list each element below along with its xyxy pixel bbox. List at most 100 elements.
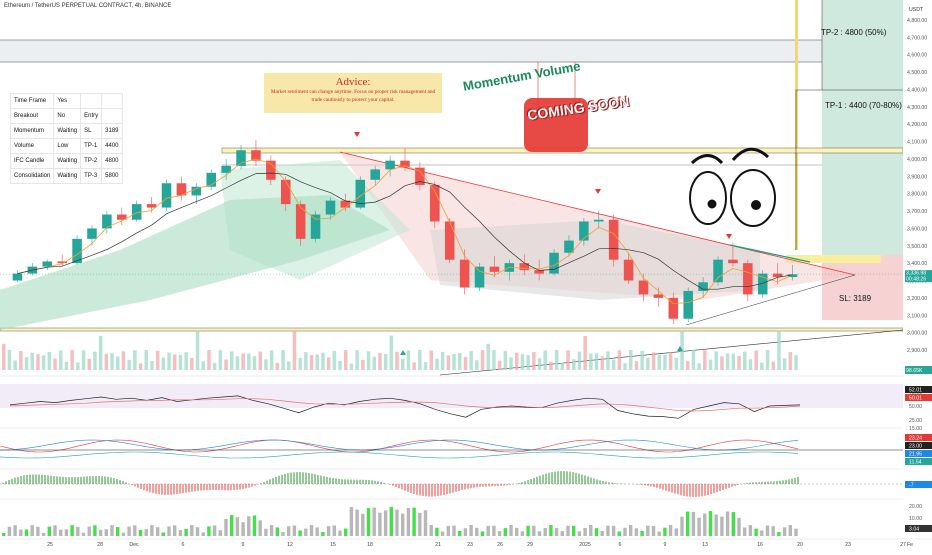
- status-row: Breakout No Entry: [9, 108, 123, 124]
- histogram-bar: [549, 525, 553, 536]
- volume-bar: [634, 361, 639, 370]
- volume-bar: [64, 361, 69, 370]
- time-tick: Dec: [129, 542, 139, 548]
- rsi-band: [0, 384, 903, 408]
- sl-label: SL: 3189: [839, 294, 872, 303]
- candle-body: [385, 160, 395, 170]
- histogram-bar: [127, 526, 131, 536]
- cloud-grey: [430, 220, 760, 300]
- histogram-bar: [150, 525, 154, 536]
- volume-bar: [304, 352, 308, 370]
- histogram-bar: [235, 517, 240, 536]
- candle-body: [161, 183, 172, 208]
- histogram-bar: [703, 513, 707, 536]
- volume-bar: [475, 360, 479, 370]
- down-arrow-marker: [726, 234, 732, 239]
- candle-body: [668, 297, 679, 319]
- hist-tick: 10.00: [909, 516, 922, 522]
- candle-body: [772, 273, 783, 278]
- histogram-bar: [480, 531, 485, 536]
- candle-body: [430, 185, 440, 222]
- histogram-bar: [161, 532, 165, 536]
- volume-bar: [104, 353, 109, 370]
- histogram-bar: [611, 525, 616, 536]
- histogram-bar: [458, 530, 462, 536]
- histogram-bar: [572, 525, 576, 536]
- volume-bar: [361, 360, 365, 370]
- volume-bar: [190, 357, 194, 370]
- volume-bar: [697, 363, 701, 370]
- volume-bar: [788, 352, 793, 370]
- histogram-bar: [383, 510, 388, 536]
- status-cell: Low: [53, 138, 82, 154]
- time-tick: 20: [797, 542, 803, 548]
- rsi-ma-badge: [905, 394, 932, 401]
- histogram-bar: [133, 525, 137, 536]
- candle-body: [519, 263, 530, 271]
- histogram-bar: [686, 511, 690, 536]
- histogram-bar: [737, 517, 741, 536]
- dmi-value: 11.54: [909, 460, 922, 466]
- histogram-bar: [116, 526, 120, 536]
- volume-bar: [338, 360, 342, 370]
- upper-grey-band: [0, 40, 903, 62]
- time-tick: 26: [497, 542, 503, 548]
- volume-bar: [520, 354, 525, 370]
- volume-bar: [418, 350, 422, 370]
- histogram-bar: [264, 528, 268, 536]
- price-tick: 4,100.00: [907, 140, 927, 146]
- status-cell: [101, 93, 123, 109]
- price-tick: 4,500.00: [907, 70, 927, 76]
- histogram-bar: [269, 525, 274, 536]
- dmi-minus-line: [0, 439, 799, 451]
- histogram-bar: [754, 528, 758, 536]
- volume-value: 98.65K: [906, 368, 923, 374]
- histogram-bar: [657, 531, 661, 536]
- ma-fast-line: [17, 158, 793, 305]
- rsi-tick: 25.00: [909, 418, 922, 424]
- volume-bar: [121, 351, 126, 370]
- histogram-bar: [372, 507, 376, 536]
- status-row: Volume Low TP-1 4400: [9, 138, 123, 154]
- status-cell: Volume: [9, 138, 55, 154]
- histogram-bar: [560, 531, 564, 536]
- volume-bar: [708, 359, 713, 370]
- histogram-bar: [680, 516, 684, 536]
- candle-body: [176, 183, 187, 196]
- histogram-bar: [230, 515, 234, 536]
- candle-body: [683, 290, 693, 319]
- histogram-bar: [589, 525, 593, 536]
- volume-bar: [224, 359, 228, 370]
- volume-bar: [298, 358, 302, 370]
- histogram-bar: [70, 525, 74, 536]
- volume-bar: [452, 354, 456, 370]
- advice-heading: Advice:: [335, 76, 371, 88]
- status-cell: 5800: [101, 168, 123, 184]
- volume-bar: [309, 355, 314, 370]
- histogram-bar: [743, 527, 747, 536]
- candle-body: [713, 259, 723, 283]
- histogram-bar: [30, 525, 34, 536]
- price-tick: 4,600.00: [907, 53, 927, 59]
- histogram-bar: [708, 511, 713, 536]
- volume-bar: [235, 356, 240, 370]
- price-tick: 4,200.00: [907, 122, 927, 128]
- histogram-bar: [646, 525, 650, 536]
- status-cell: Waiting: [53, 168, 82, 184]
- volume-bar: [782, 358, 787, 370]
- histogram-bar: [423, 510, 428, 536]
- volume-bar: [794, 355, 798, 370]
- histogram-bar: [720, 516, 724, 536]
- volume-bar: [292, 330, 297, 370]
- volume-bar: [429, 350, 433, 370]
- histogram-bar: [321, 531, 325, 536]
- histogram-bar: [794, 528, 798, 536]
- volume-bar: [150, 360, 154, 370]
- histogram-bar: [463, 528, 468, 536]
- volume-bar: [497, 360, 502, 370]
- volume-bar: [389, 335, 394, 370]
- volume-bar: [76, 362, 80, 370]
- histogram-bar: [640, 530, 644, 536]
